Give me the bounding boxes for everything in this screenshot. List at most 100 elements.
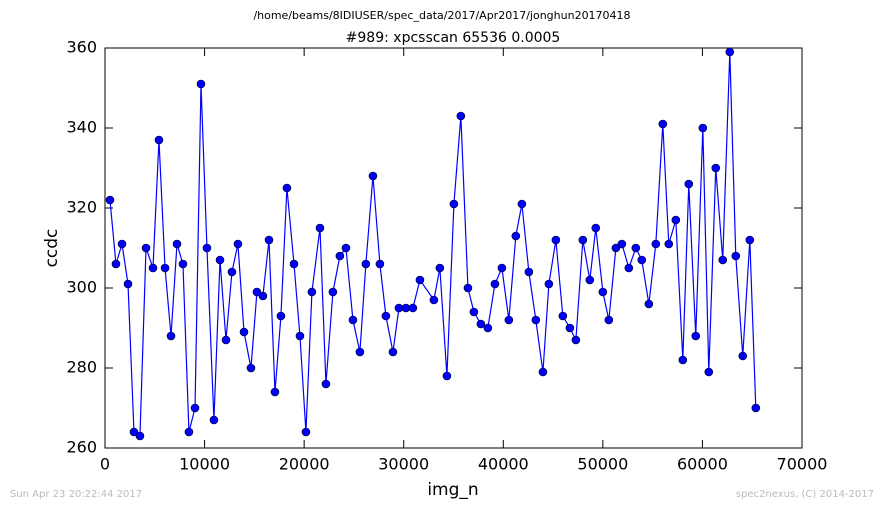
point — [117, 239, 127, 249]
point — [617, 239, 627, 249]
x-axis-label: img_n — [427, 480, 478, 500]
point — [148, 263, 158, 273]
point — [678, 355, 688, 365]
point — [178, 259, 188, 269]
point — [571, 335, 581, 345]
x-tick-label: 70000 — [777, 455, 828, 474]
point — [591, 223, 601, 233]
point — [328, 287, 338, 297]
point — [511, 231, 521, 241]
x-tick-label: 40000 — [478, 455, 529, 474]
point — [258, 291, 268, 301]
point — [745, 235, 755, 245]
point — [429, 295, 439, 305]
point — [524, 267, 534, 277]
point — [355, 347, 365, 357]
point — [415, 275, 425, 285]
point — [704, 367, 714, 377]
point — [684, 179, 694, 189]
footer-right: spec2nexus, (C) 2014-2017 — [736, 489, 874, 500]
plot-frame — [104, 47, 803, 449]
point — [751, 403, 761, 413]
point — [408, 303, 418, 313]
point — [341, 243, 351, 253]
x-tick-label: 10000 — [179, 455, 230, 474]
point — [456, 111, 466, 121]
point — [123, 279, 133, 289]
point — [544, 279, 554, 289]
point — [307, 287, 317, 297]
point — [651, 239, 661, 249]
point — [270, 387, 280, 397]
point — [111, 259, 121, 269]
point — [160, 263, 170, 273]
point — [348, 315, 358, 325]
point — [698, 123, 708, 133]
point — [276, 311, 286, 321]
point — [611, 243, 621, 253]
point — [227, 267, 237, 277]
point — [551, 235, 561, 245]
point — [135, 431, 145, 441]
chart-title: #989: xpcsscan 65536 0.0005 — [346, 30, 561, 46]
point — [375, 259, 385, 269]
x-tick-label: 0 — [100, 455, 110, 474]
point — [246, 363, 256, 373]
point — [691, 331, 701, 341]
point — [469, 307, 479, 317]
point — [129, 427, 139, 437]
y-tick-label: 320 — [66, 198, 97, 217]
point — [711, 163, 721, 173]
y-tick-label: 280 — [66, 358, 97, 377]
point — [295, 331, 305, 341]
point — [504, 315, 514, 325]
point — [141, 243, 151, 253]
point — [565, 323, 575, 333]
point — [538, 367, 548, 377]
point — [252, 287, 262, 297]
point — [731, 251, 741, 261]
point — [725, 47, 735, 57]
point — [166, 331, 176, 341]
point — [321, 379, 331, 389]
point — [184, 427, 194, 437]
point — [598, 287, 608, 297]
point — [517, 199, 527, 209]
point — [671, 215, 681, 225]
y-axis-label: ccdc — [42, 229, 62, 268]
point — [476, 319, 486, 329]
point — [664, 239, 674, 249]
point — [624, 263, 634, 273]
point — [604, 315, 614, 325]
point — [264, 235, 274, 245]
point — [435, 263, 445, 273]
suptitle: /home/beams/8IDIUSER/spec_data/2017/Apr2… — [253, 9, 630, 22]
point — [585, 275, 595, 285]
point — [463, 283, 473, 293]
point — [196, 79, 206, 89]
point — [202, 243, 212, 253]
point — [449, 199, 459, 209]
point — [190, 403, 200, 413]
point — [497, 263, 507, 273]
y-tick-label: 360 — [66, 38, 97, 57]
x-tick-label: 20000 — [279, 455, 330, 474]
point — [215, 255, 225, 265]
point — [233, 239, 243, 249]
point — [658, 119, 668, 129]
point — [209, 415, 219, 425]
y-tick-label: 260 — [66, 438, 97, 457]
point — [442, 371, 452, 381]
point — [631, 243, 641, 253]
point — [490, 279, 500, 289]
x-tick-label: 30000 — [378, 455, 429, 474]
point — [531, 315, 541, 325]
point — [637, 255, 647, 265]
point — [483, 323, 493, 333]
point — [335, 251, 345, 261]
point — [282, 183, 292, 193]
x-tick-label: 50000 — [577, 455, 628, 474]
point — [368, 171, 378, 181]
point — [315, 223, 325, 233]
